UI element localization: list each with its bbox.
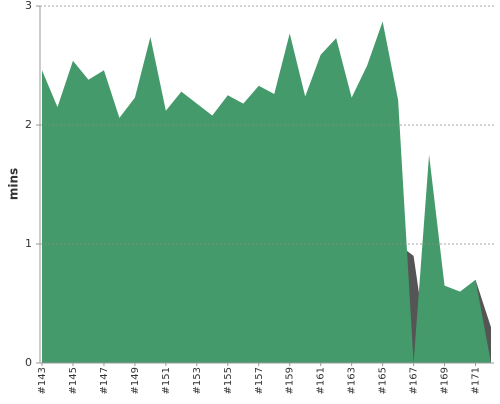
y-tick-label: 1: [25, 237, 32, 250]
y-tick-label: 2: [25, 118, 32, 131]
x-tick-label: #171: [471, 367, 482, 394]
x-tick-label: #159: [285, 367, 296, 394]
x-tick-label: #143: [37, 367, 48, 394]
x-tick-label: #153: [192, 367, 203, 394]
x-tick-label: #151: [161, 367, 172, 394]
y-axis-label: mins: [7, 168, 21, 200]
x-tick-label: #155: [223, 367, 234, 394]
x-tick-label: #167: [409, 367, 420, 394]
x-tick-label: #161: [316, 367, 327, 394]
x-tick-label: #149: [130, 367, 141, 394]
y-tick-label: 3: [25, 0, 32, 12]
area: [42, 21, 491, 363]
x-tick-label: #145: [68, 367, 79, 394]
x-tick-label: #147: [99, 367, 110, 394]
x-tick-label: #165: [378, 367, 389, 394]
x-tick-label: #169: [440, 367, 451, 394]
x-tick-label: #163: [347, 367, 358, 394]
y-tick-label: 0: [25, 356, 32, 369]
x-tick-label: #157: [254, 367, 265, 394]
